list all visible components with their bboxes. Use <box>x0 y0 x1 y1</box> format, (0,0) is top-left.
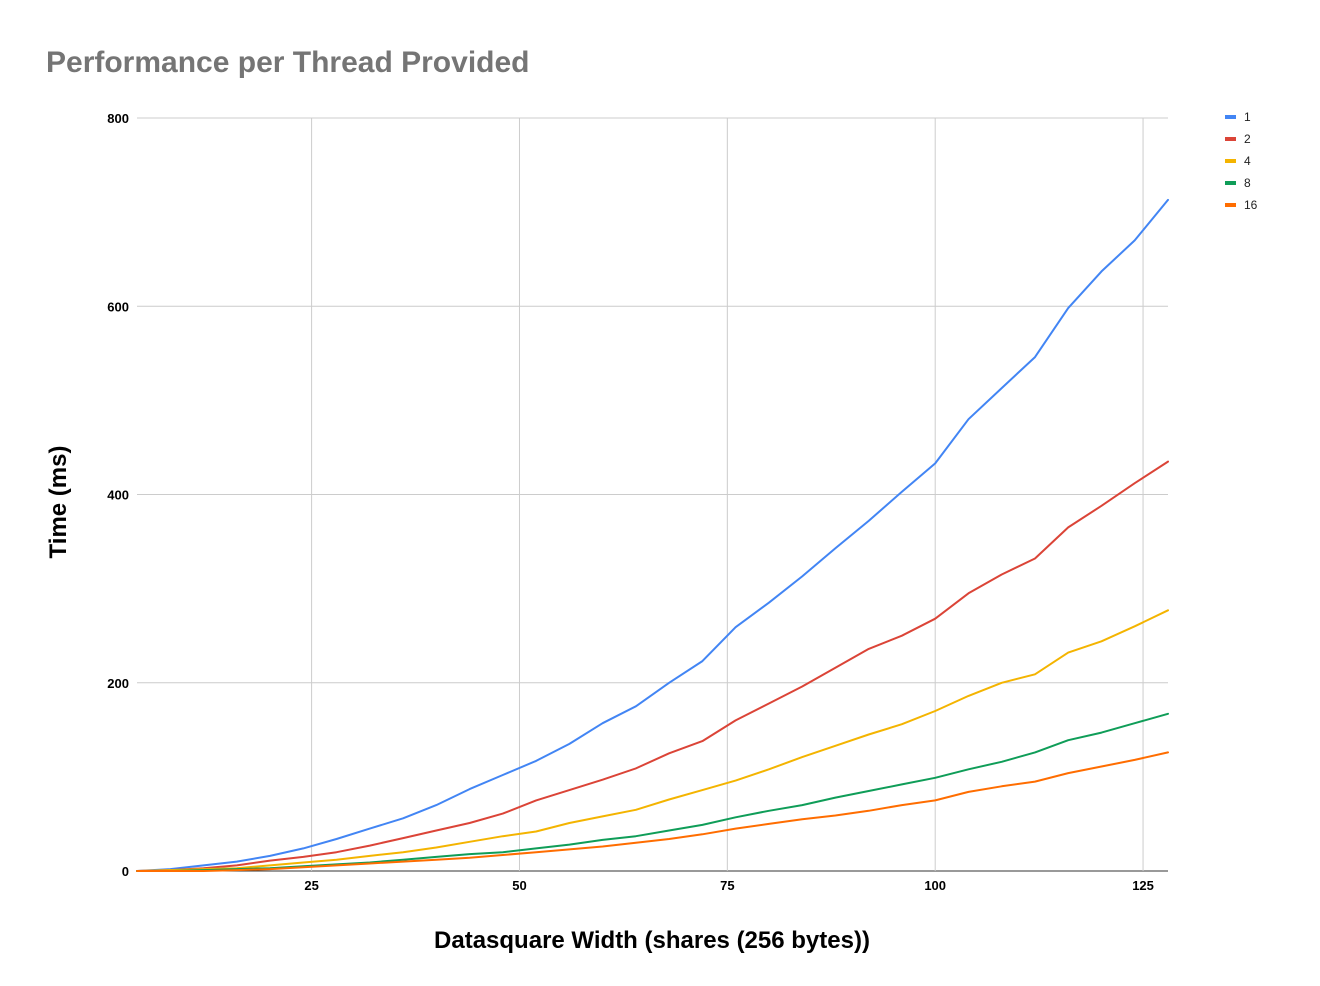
x-tick-label: 125 <box>1132 878 1154 893</box>
y-tick-label: 600 <box>107 299 129 314</box>
x-axis-title: Datasquare Width (shares (256 bytes)) <box>434 927 870 954</box>
series-line-1 <box>136 198 1169 872</box>
gridlines <box>137 117 1168 872</box>
x-tick-label: 50 <box>512 878 526 893</box>
chart-title: Performance per Thread Provided <box>46 46 530 79</box>
legend-label-1: 1 <box>1244 110 1251 124</box>
y-tick-label: 200 <box>107 676 129 691</box>
series-lines <box>136 198 1169 872</box>
y-tick-label: 400 <box>107 488 129 503</box>
y-axis-title: Time (ms) <box>45 446 72 559</box>
series-line-2 <box>136 460 1169 872</box>
x-tick-label: 100 <box>924 878 946 893</box>
legend-label-8: 8 <box>1244 176 1251 190</box>
x-tick-label: 75 <box>720 878 734 893</box>
legend: 1 2 4 8 16 <box>1225 110 1258 212</box>
axis-ticks: 0 200 400 600 800 25 50 75 100 125 <box>107 111 1154 893</box>
x-tick-label: 25 <box>304 878 318 893</box>
y-tick-label: 800 <box>107 111 129 126</box>
legend-label-4: 4 <box>1244 154 1251 168</box>
series-line-16 <box>136 751 1169 872</box>
y-tick-label: 0 <box>122 864 129 879</box>
legend-label-16: 16 <box>1244 198 1258 212</box>
legend-label-2: 2 <box>1244 132 1251 146</box>
series-line-4 <box>136 609 1169 872</box>
series-line-8 <box>136 712 1169 872</box>
